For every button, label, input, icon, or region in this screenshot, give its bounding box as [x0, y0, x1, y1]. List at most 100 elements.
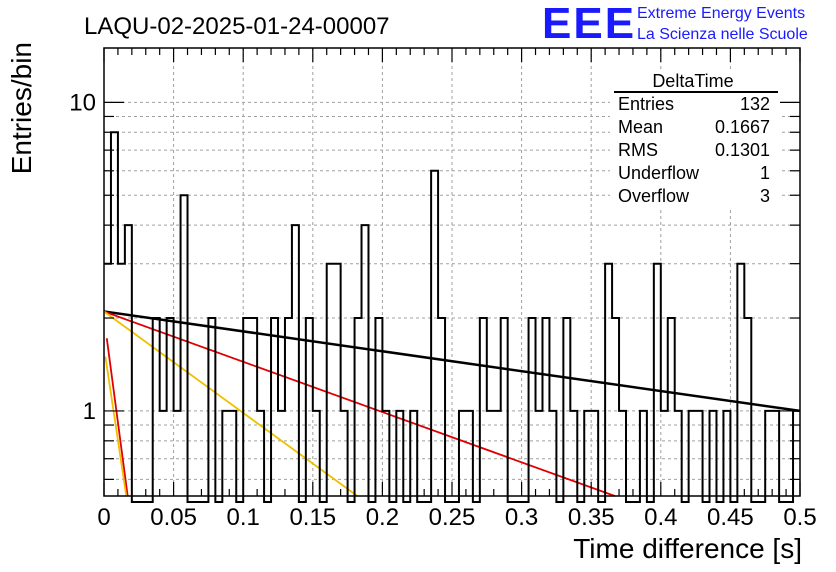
logo-line-2: La Scienza nelle Scuole	[637, 26, 808, 43]
fit-curve	[103, 310, 801, 413]
x-tick-label: 0.15	[289, 504, 336, 531]
logo-mark: EEE	[542, 0, 636, 48]
histogram-bar	[584, 411, 591, 496]
histogram-bar	[174, 411, 181, 496]
histogram-bar	[250, 318, 257, 496]
histogram-bar	[661, 411, 668, 496]
histogram-bar	[563, 318, 570, 496]
histogram-bar	[167, 318, 174, 496]
histogram-bar	[362, 225, 369, 496]
histogram-bar	[765, 411, 772, 496]
histogram-bar	[675, 411, 682, 496]
histogram-bars	[104, 131, 800, 503]
x-tick-label: 0.25	[429, 504, 476, 531]
histogram-bar	[744, 318, 751, 496]
stats-value: 3	[760, 186, 770, 206]
histogram-bar	[375, 318, 382, 496]
histogram-bar	[501, 318, 508, 496]
histogram-bar	[208, 318, 215, 496]
histogram-bar	[793, 411, 800, 496]
histogram-bar	[125, 225, 132, 496]
stats-label: RMS	[618, 140, 658, 160]
histogram-bar	[243, 318, 250, 496]
histogram-bar	[619, 411, 626, 496]
histogram-bar	[689, 411, 696, 496]
stats-value: 1	[760, 163, 770, 183]
histogram-bar	[271, 318, 278, 496]
stats-label: Underflow	[618, 163, 700, 183]
histogram-bar	[605, 264, 612, 496]
y-axis-title: Entries/bin	[6, 42, 37, 174]
histogram-bar	[772, 411, 779, 496]
histogram-bar	[334, 264, 341, 496]
x-tick-label: 0.45	[707, 504, 754, 531]
histogram-outline	[104, 131, 800, 503]
histogram-bar	[292, 225, 299, 496]
histogram-bar	[459, 411, 466, 496]
y-tick-label: 1	[83, 398, 96, 425]
histogram-bar	[710, 411, 717, 496]
stats-label: Entries	[618, 94, 674, 114]
histogram-bar	[222, 411, 229, 496]
axis-ticks	[103, 48, 801, 496]
histogram-bar	[640, 411, 647, 496]
x-tick-label: 0	[97, 504, 110, 531]
fit-curve	[105, 338, 129, 497]
histogram-bar	[396, 411, 403, 496]
histogram-bar	[480, 318, 487, 496]
logo-line-1: Extreme Energy Events	[637, 5, 805, 22]
histogram-bar	[494, 411, 501, 496]
y-tick-labels: 1 10	[69, 89, 96, 425]
histogram-bar	[529, 318, 536, 496]
histogram-bar	[723, 411, 730, 496]
histogram-bar	[355, 318, 362, 496]
x-axis-title: Time difference [s]	[573, 533, 802, 564]
y-tick-label: 10	[69, 89, 96, 116]
histogram-bar	[278, 411, 285, 496]
fit-curve	[103, 310, 358, 497]
fit-curves	[103, 310, 801, 497]
histogram-bar	[466, 411, 473, 496]
histogram-bar	[341, 411, 348, 496]
run-title: LAQU-02-2025-01-24-00007	[84, 13, 390, 40]
histogram-bar	[410, 411, 417, 496]
histogram-bar	[153, 318, 160, 496]
histogram-bar	[542, 318, 549, 496]
histogram-bar	[549, 411, 556, 496]
stats-box-title: DeltaTime	[652, 71, 733, 91]
histogram-bar	[257, 411, 264, 496]
histogram-bar	[382, 411, 389, 496]
stats-value: 0.1301	[715, 140, 770, 160]
stats-value: 0.1667	[715, 117, 770, 137]
histogram-bar	[104, 264, 111, 496]
histogram-bar	[327, 264, 334, 496]
histogram-bar	[696, 411, 703, 496]
histogram-bar	[229, 411, 236, 496]
stats-box: DeltaTime Entries 132 Mean 0.1667 RMS 0.1301 U…	[610, 70, 780, 210]
x-tick-labels: 0 0.05 0.1 0.15 0.2 0.25 0.3 0.35 0.4 0.45 0.5	[97, 504, 816, 531]
histogram-bar	[285, 318, 292, 496]
histogram-bar	[438, 318, 445, 496]
stats-label: Mean	[618, 117, 663, 137]
histogram-bar	[570, 411, 577, 496]
stats-box-background	[610, 70, 780, 210]
histogram-bar	[111, 132, 118, 496]
x-tick-label: 0.05	[150, 504, 197, 531]
stats-label: Overflow	[618, 186, 690, 206]
histogram-bar	[431, 171, 438, 496]
x-tick-label: 0.4	[644, 504, 677, 531]
histogram-bar	[118, 264, 125, 496]
eee-logo: EEE Extreme Energy Events La Scienza nel…	[542, 0, 808, 48]
x-tick-label: 0.2	[366, 504, 399, 531]
histogram-bar	[313, 411, 320, 496]
histogram-bar	[487, 411, 494, 496]
x-tick-label: 0.35	[568, 504, 615, 531]
stats-rows: Entries 132 Mean 0.1667 RMS 0.1301 Underflow 1 O…	[618, 94, 770, 206]
stats-value: 132	[740, 94, 770, 114]
x-tick-label: 0.5	[783, 504, 816, 531]
histogram-bar	[536, 411, 543, 496]
histogram-bar	[181, 195, 188, 496]
histogram-bar	[306, 318, 313, 496]
